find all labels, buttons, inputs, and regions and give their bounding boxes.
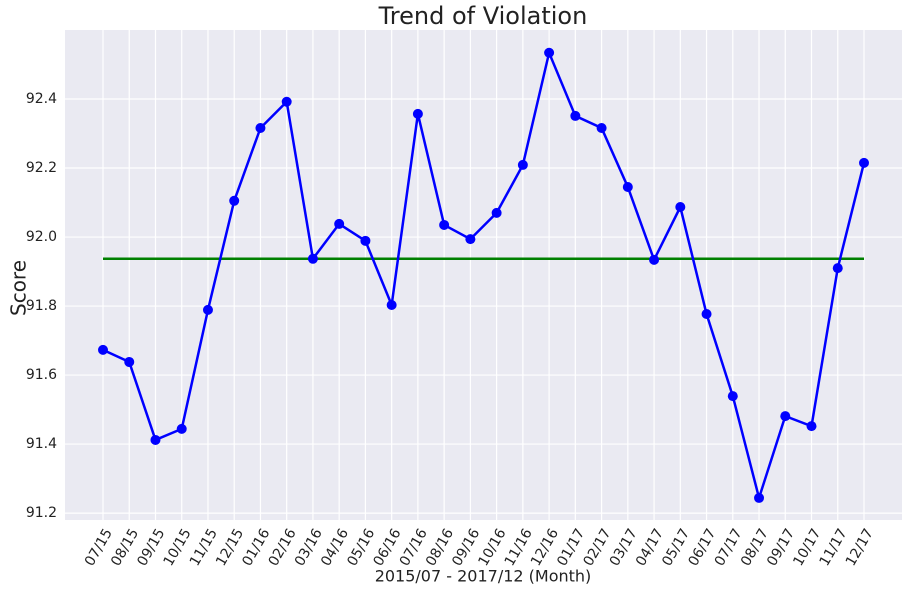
point — [412, 108, 423, 119]
y-tick-label: 92.4 — [26, 91, 57, 107]
point — [622, 182, 633, 193]
point — [202, 304, 213, 315]
point — [360, 235, 371, 246]
point — [439, 219, 450, 230]
point — [570, 110, 581, 121]
point — [491, 207, 502, 218]
point — [98, 344, 108, 355]
y-tick-label: 92.0 — [26, 229, 57, 245]
chart-title: Trend of Violation — [378, 2, 588, 30]
point — [806, 421, 817, 432]
plot-area — [65, 30, 902, 520]
point — [150, 434, 161, 445]
point — [701, 308, 712, 319]
y-tick-label: 92.2 — [26, 160, 57, 176]
point — [780, 411, 791, 422]
point — [859, 157, 869, 168]
point — [544, 47, 555, 58]
y-tick-label: 91.6 — [26, 367, 57, 383]
point — [754, 492, 765, 503]
point — [307, 253, 318, 264]
point — [675, 202, 686, 213]
point — [255, 123, 266, 133]
point — [334, 218, 345, 229]
point — [649, 254, 660, 265]
y-tick-label: 91.2 — [26, 505, 57, 521]
y-tick-label: 91.4 — [26, 436, 57, 452]
point — [596, 123, 607, 133]
point — [517, 159, 528, 170]
point — [229, 195, 240, 206]
y-axis-label: Score — [7, 260, 31, 316]
point — [832, 263, 843, 274]
point — [176, 423, 187, 434]
point — [281, 96, 292, 107]
y-tick-label: 91.8 — [26, 298, 57, 314]
series-line — [102, 48, 866, 503]
point — [124, 356, 135, 367]
point — [727, 391, 738, 402]
point — [386, 300, 397, 311]
point — [465, 234, 476, 245]
x-axis-label: 2015/07 - 2017/12 (Month) — [375, 567, 592, 586]
